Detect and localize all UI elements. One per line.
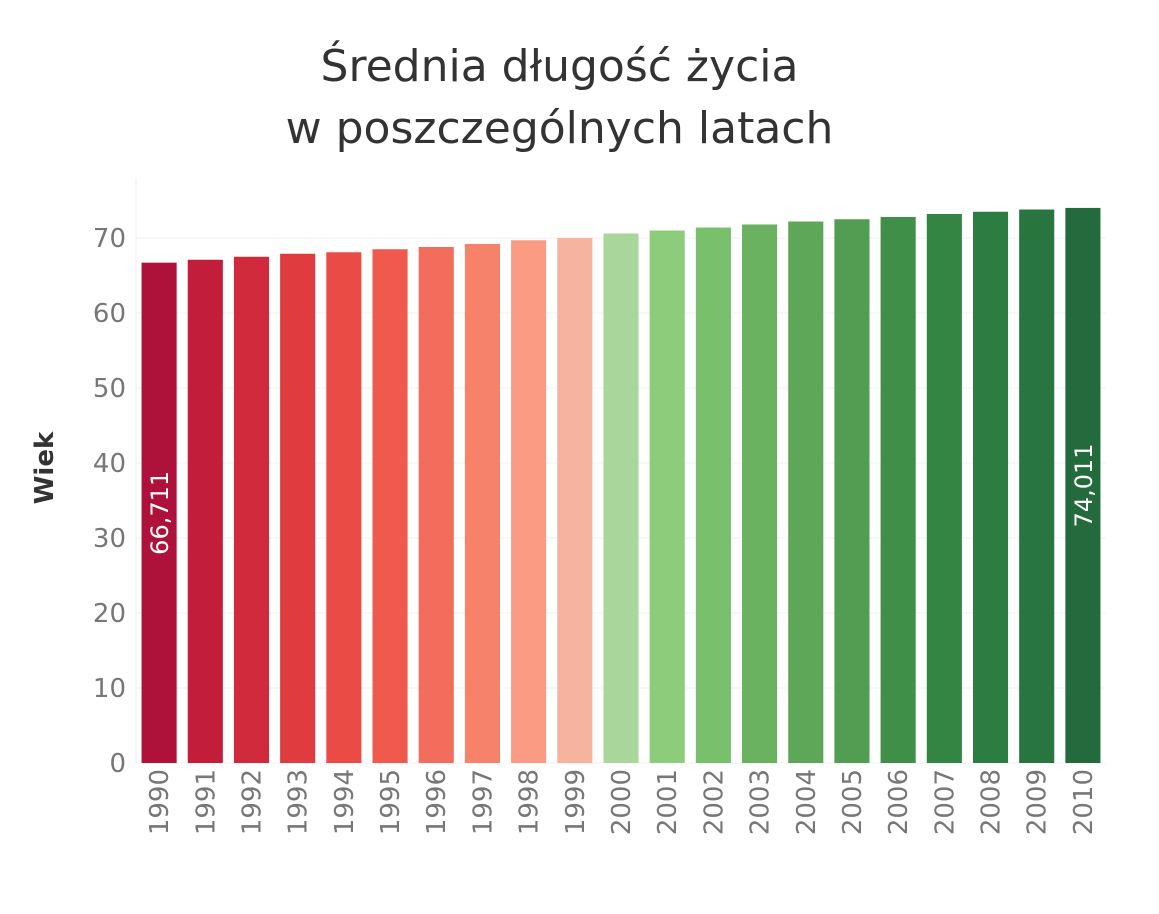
bar-1996	[418, 247, 454, 763]
bars	[141, 207, 1101, 764]
bar-2005	[834, 219, 870, 763]
bar-1992	[233, 256, 270, 763]
y-tick-label: 20	[93, 599, 126, 629]
bar-2008	[972, 211, 1009, 763]
bar-1995	[372, 249, 408, 763]
x-tick-label: 2005	[838, 769, 868, 835]
y-tick-label: 50	[93, 374, 126, 404]
bar-2004	[788, 221, 824, 763]
y-tick-label: 60	[93, 299, 126, 329]
x-tick-label: 2010	[1069, 769, 1099, 835]
x-tick-label: 2006	[884, 769, 914, 835]
data-labels: 66,711 74,011	[146, 443, 1098, 554]
bar-1997	[464, 244, 500, 763]
bar-1994	[326, 252, 362, 763]
x-tick-label: 2002	[699, 769, 729, 835]
y-tick-label: 10	[93, 674, 126, 704]
x-tick-label: 1991	[191, 769, 221, 835]
bar-2000	[603, 233, 639, 763]
x-tick-label: 1999	[561, 769, 591, 835]
x-tick-label: 2004	[792, 769, 822, 835]
data-label: 74,011	[1070, 443, 1098, 527]
x-axis-ticks: 1990 1991 1992 1993 1994 1995 1996 1997 1998 1999…	[145, 769, 1099, 835]
x-tick-label: 1998	[515, 769, 545, 835]
x-tick-label: 1997	[468, 769, 498, 835]
x-tick-label: 2008	[977, 769, 1007, 835]
bar-1991	[187, 259, 223, 763]
y-axis-label: Wiek	[30, 431, 60, 504]
data-label: 66,711	[146, 471, 174, 555]
bar-2007	[926, 214, 962, 763]
y-tick-label: 0	[109, 749, 126, 779]
y-tick-label: 40	[93, 449, 126, 479]
x-tick-label: 1994	[330, 769, 360, 835]
x-tick-label: 2009	[1023, 769, 1053, 835]
chart-title-line-2: w poszczególnych latach	[285, 103, 834, 154]
bar-2006	[880, 217, 916, 763]
chart-title: Średnia długość życia w poszczególnych l…	[0, 36, 1119, 160]
x-tick-label: 1993	[284, 769, 314, 835]
y-tick-label: 70	[93, 224, 126, 254]
bar-1993	[280, 253, 316, 763]
bar-2001	[649, 230, 685, 763]
y-axis-ticks: 0 10 20 30 40 50 60 70	[93, 224, 126, 779]
bar-1990	[141, 262, 177, 763]
x-tick-label: 1996	[422, 769, 452, 835]
x-tick-label: 1992	[237, 769, 267, 835]
bar-1998	[511, 240, 547, 763]
bar-2010	[1065, 207, 1101, 764]
chart-title-line-1: Średnia długość życia	[320, 41, 799, 92]
bar-1999	[557, 238, 593, 763]
bar-2002	[695, 227, 731, 763]
x-tick-label: 2007	[930, 769, 960, 835]
y-tick-label: 30	[93, 524, 126, 554]
bar-2009	[1019, 209, 1055, 763]
x-tick-label: 1990	[145, 769, 175, 835]
x-tick-label: 2000	[607, 769, 637, 835]
x-tick-label: 1995	[376, 769, 406, 835]
x-tick-label: 2003	[746, 769, 776, 835]
bar-2003	[742, 224, 778, 763]
x-tick-label: 2001	[653, 769, 683, 835]
